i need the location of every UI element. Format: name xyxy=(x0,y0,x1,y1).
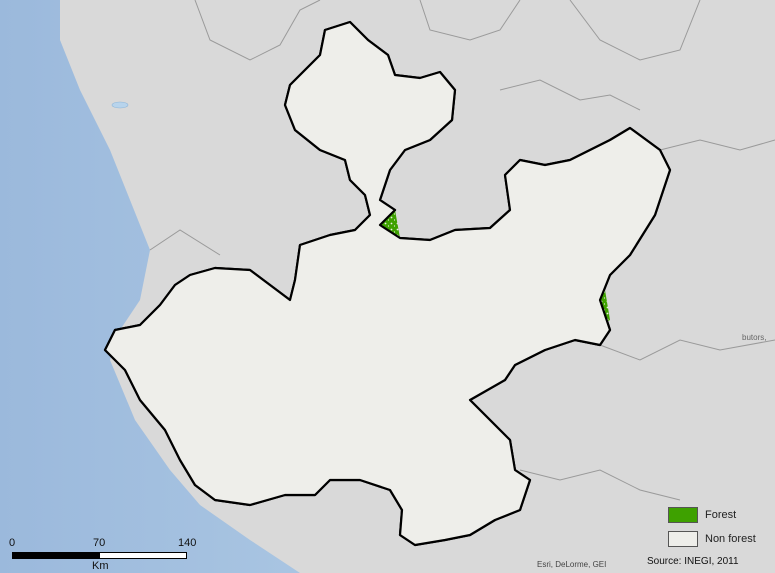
legend-item-nonforest: Non forest xyxy=(668,529,768,549)
scale-unit: Km xyxy=(92,560,109,572)
legend-label-nonforest: Non forest xyxy=(705,533,756,545)
legend-item-forest: Forest xyxy=(668,505,768,525)
nonforest-swatch xyxy=(668,531,698,547)
edge-credit: butors, xyxy=(742,333,767,342)
scale-tick-70: 70 xyxy=(93,537,106,549)
legend-label-forest: Forest xyxy=(705,509,737,521)
forest-swatch xyxy=(668,507,698,523)
scale-bar: 0 70 140 Km xyxy=(9,537,202,573)
basemap-credits: Esri, DeLorme, GEI xyxy=(537,560,607,569)
source-label: Source: INEGI, 2011 xyxy=(647,556,739,567)
scale-segment-1 xyxy=(13,553,100,558)
scale-tick-0: 0 xyxy=(9,537,16,549)
map-legend: Forest Non forest xyxy=(668,505,768,553)
state-borders xyxy=(149,0,775,501)
scale-tick-140: 140 xyxy=(178,537,197,549)
